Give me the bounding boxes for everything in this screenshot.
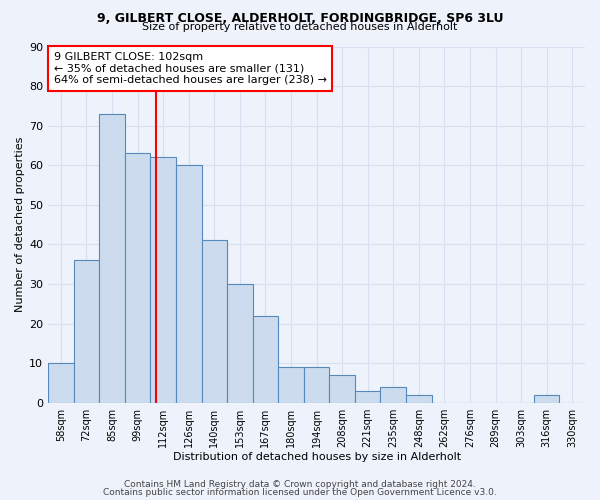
Text: Contains public sector information licensed under the Open Government Licence v3: Contains public sector information licen… [103, 488, 497, 497]
Bar [380, 387, 406, 402]
Bar [304, 367, 329, 402]
Bar [534, 395, 559, 402]
Bar [74, 260, 99, 402]
Text: 9, GILBERT CLOSE, ALDERHOLT, FORDINGBRIDGE, SP6 3LU: 9, GILBERT CLOSE, ALDERHOLT, FORDINGBRID… [97, 12, 503, 26]
Bar [355, 391, 380, 402]
Bar [278, 367, 304, 402]
Text: Size of property relative to detached houses in Alderholt: Size of property relative to detached ho… [142, 22, 458, 32]
Bar [227, 284, 253, 403]
Bar [176, 165, 202, 402]
Bar [253, 316, 278, 402]
Y-axis label: Number of detached properties: Number of detached properties [15, 137, 25, 312]
Text: 9 GILBERT CLOSE: 102sqm
← 35% of detached houses are smaller (131)
64% of semi-d: 9 GILBERT CLOSE: 102sqm ← 35% of detache… [53, 52, 326, 85]
Text: Contains HM Land Registry data © Crown copyright and database right 2024.: Contains HM Land Registry data © Crown c… [124, 480, 476, 489]
Bar [151, 158, 176, 402]
Bar [202, 240, 227, 402]
Bar [329, 375, 355, 402]
Bar [99, 114, 125, 403]
X-axis label: Distribution of detached houses by size in Alderholt: Distribution of detached houses by size … [173, 452, 461, 462]
Bar [406, 395, 431, 402]
Bar [48, 363, 74, 403]
Bar [125, 154, 151, 402]
